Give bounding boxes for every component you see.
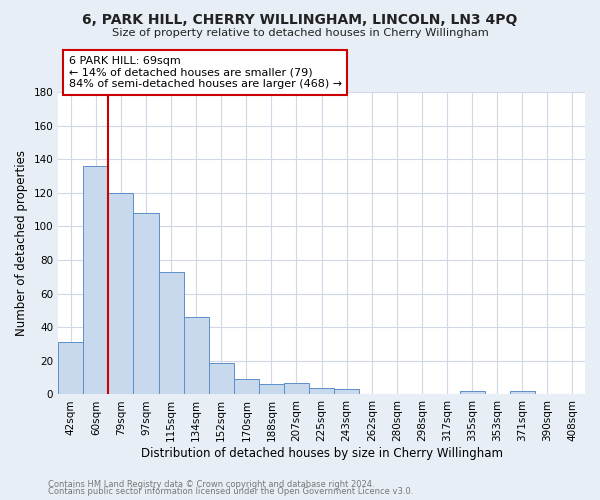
Bar — [133, 213, 158, 394]
Bar — [83, 166, 109, 394]
Text: Contains public sector information licensed under the Open Government Licence v3: Contains public sector information licen… — [48, 487, 413, 496]
Bar — [510, 391, 535, 394]
Bar — [460, 391, 485, 394]
Text: 6, PARK HILL, CHERRY WILLINGHAM, LINCOLN, LN3 4PQ: 6, PARK HILL, CHERRY WILLINGHAM, LINCOLN… — [82, 12, 518, 26]
Text: Contains HM Land Registry data © Crown copyright and database right 2024.: Contains HM Land Registry data © Crown c… — [48, 480, 374, 489]
Bar — [184, 317, 209, 394]
X-axis label: Distribution of detached houses by size in Cherry Willingham: Distribution of detached houses by size … — [140, 447, 503, 460]
Bar — [58, 342, 83, 394]
Bar — [158, 272, 184, 394]
Bar — [109, 193, 133, 394]
Text: 6 PARK HILL: 69sqm
← 14% of detached houses are smaller (79)
84% of semi-detache: 6 PARK HILL: 69sqm ← 14% of detached hou… — [69, 56, 342, 89]
Bar — [309, 388, 334, 394]
Bar — [334, 390, 359, 394]
Bar — [234, 380, 259, 394]
Text: Size of property relative to detached houses in Cherry Willingham: Size of property relative to detached ho… — [112, 28, 488, 38]
Bar — [209, 362, 234, 394]
Bar — [259, 384, 284, 394]
Y-axis label: Number of detached properties: Number of detached properties — [15, 150, 28, 336]
Bar — [284, 382, 309, 394]
